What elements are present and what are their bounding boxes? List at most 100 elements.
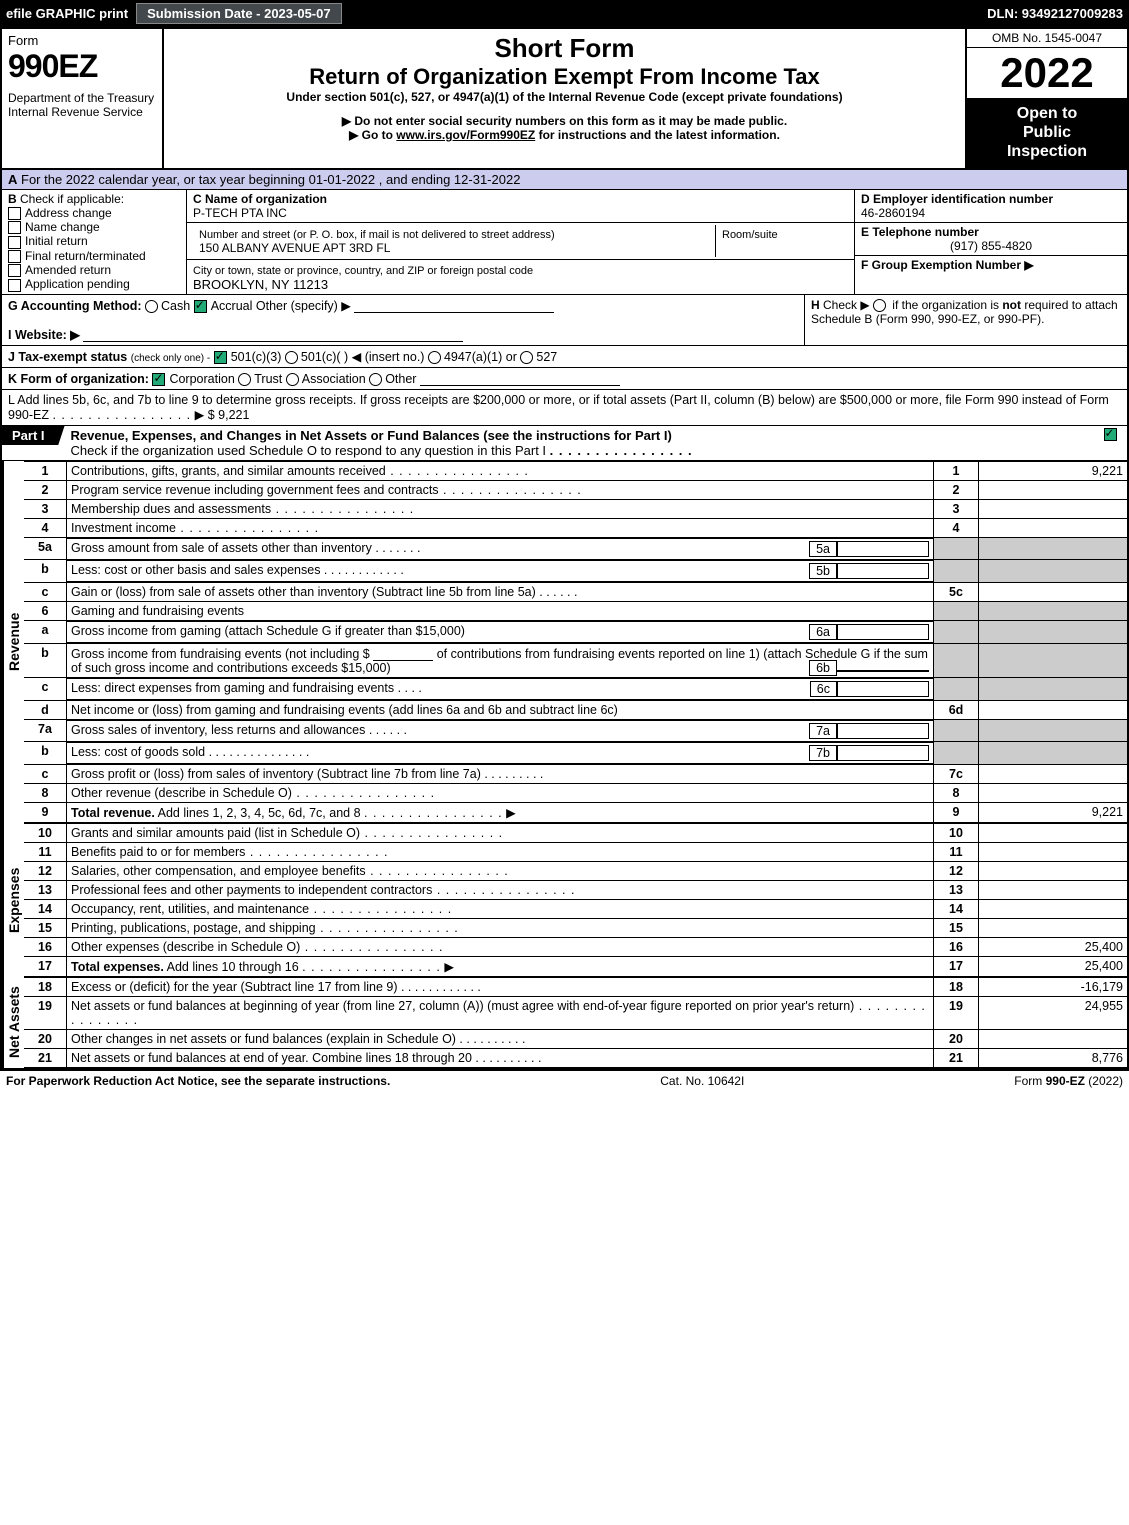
room-label: Room/suite bbox=[722, 229, 778, 241]
line-19: 19Net assets or fund balances at beginni… bbox=[24, 996, 1127, 1029]
addr-change-checkbox[interactable] bbox=[8, 207, 21, 220]
section-a: A For the 2022 calendar year, or tax yea… bbox=[2, 170, 1127, 190]
org-city: BROOKLYN, NY 11213 bbox=[193, 277, 328, 292]
501c-label: 501(c)( ) ◀ (insert no.) bbox=[301, 350, 425, 364]
expenses-side-label: Expenses bbox=[2, 823, 24, 977]
line-5c: cGain or (loss) from sale of assets othe… bbox=[24, 582, 1127, 601]
501c3-checkbox[interactable] bbox=[214, 351, 227, 364]
l-amount: ▶ $ 9,221 bbox=[195, 408, 250, 422]
h-checkbox[interactable] bbox=[873, 299, 886, 312]
line-6: 6Gaming and fundraising events bbox=[24, 601, 1127, 620]
dept-label: Department of the Treasury bbox=[8, 91, 156, 105]
submission-date-button[interactable]: Submission Date - 2023-05-07 bbox=[136, 3, 342, 24]
form-word: Form bbox=[8, 33, 156, 48]
no-ssn-note: ▶ Do not enter social security numbers o… bbox=[170, 114, 959, 128]
short-form-title: Short Form bbox=[170, 33, 959, 64]
irs-link[interactable]: www.irs.gov/Form990EZ bbox=[396, 128, 535, 142]
website-field[interactable] bbox=[83, 327, 463, 342]
org-street: 150 ALBANY AVENUE APT 3RD FL bbox=[199, 241, 390, 255]
name-change-checkbox[interactable] bbox=[8, 221, 21, 234]
line-7b: bLess: cost of goods sold . . . . . . . … bbox=[24, 742, 1127, 765]
phone-value: (917) 855-4820 bbox=[861, 239, 1121, 253]
page-footer: For Paperwork Reduction Act Notice, see … bbox=[0, 1070, 1129, 1091]
open-1: Open to bbox=[1017, 105, 1077, 122]
amended-checkbox[interactable] bbox=[8, 264, 21, 277]
line-7a: 7aGross sales of inventory, less returns… bbox=[24, 719, 1127, 742]
group-exempt-label: F Group Exemption Number ▶ bbox=[861, 258, 1034, 272]
final-return-checkbox[interactable] bbox=[8, 250, 21, 263]
section-k: K Form of organization: Corporation Trus… bbox=[2, 368, 1127, 390]
org-name: P-TECH PTA INC bbox=[193, 206, 287, 220]
501c3-label: 501(c)(3) bbox=[231, 350, 282, 364]
other-org-label: Other bbox=[385, 372, 416, 386]
part1-check-text: Check if the organization used Schedule … bbox=[71, 443, 547, 458]
line-6a: aGross income from gaming (attach Schedu… bbox=[24, 620, 1127, 643]
line-10: 10Grants and similar amounts paid (list … bbox=[24, 823, 1127, 842]
revenue-side-label: Revenue bbox=[2, 461, 24, 823]
line-5a: 5aGross amount from sale of assets other… bbox=[24, 537, 1127, 560]
form-number: 990EZ bbox=[8, 48, 156, 85]
omb-label: OMB No. 1545-0047 bbox=[967, 29, 1127, 48]
line-21: 21Net assets or fund balances at end of … bbox=[24, 1048, 1127, 1067]
b-label: Check if applicable: bbox=[20, 192, 124, 206]
assoc-label: Association bbox=[302, 372, 366, 386]
h-check-label: Check ▶ bbox=[823, 298, 870, 312]
line-2: 2Program service revenue including gover… bbox=[24, 480, 1127, 499]
assoc-radio[interactable] bbox=[286, 373, 299, 386]
501c-radio[interactable] bbox=[285, 351, 298, 364]
part1-badge: Part I bbox=[2, 426, 65, 445]
footer-right: Form 990-EZ (2022) bbox=[1014, 1074, 1123, 1088]
cash-radio[interactable] bbox=[145, 300, 158, 313]
form-container: Form 990EZ Department of the Treasury In… bbox=[0, 27, 1129, 1070]
accrual-label: Accrual bbox=[211, 299, 253, 313]
cash-label: Cash bbox=[161, 299, 190, 313]
section-a-text: For the 2022 calendar year, or tax year … bbox=[21, 172, 520, 187]
section-l: L Add lines 5b, 6c, and 7b to line 9 to … bbox=[2, 390, 1127, 426]
527-label: 527 bbox=[536, 350, 557, 364]
revenue-block: Revenue 1Contributions, gifts, grants, a… bbox=[2, 461, 1127, 823]
line-13: 13Professional fees and other payments t… bbox=[24, 880, 1127, 899]
part1-heading: Revenue, Expenses, and Changes in Net As… bbox=[71, 428, 672, 443]
return-title: Return of Organization Exempt From Incom… bbox=[170, 64, 959, 90]
other-org-field[interactable] bbox=[420, 371, 620, 386]
line-14: 14Occupancy, rent, utilities, and mainte… bbox=[24, 899, 1127, 918]
line-18: 18Excess or (deficit) for the year (Subt… bbox=[24, 977, 1127, 996]
initial-return-label: Initial return bbox=[25, 234, 88, 248]
6b-amount-field[interactable] bbox=[373, 646, 433, 661]
527-radio[interactable] bbox=[520, 351, 533, 364]
open-3: Inspection bbox=[1007, 143, 1087, 160]
trust-radio[interactable] bbox=[238, 373, 251, 386]
netassets-block: Net Assets 18Excess or (deficit) for the… bbox=[2, 977, 1127, 1068]
line-5b: bLess: cost or other basis and sales exp… bbox=[24, 560, 1127, 583]
addr-change-label: Address change bbox=[25, 206, 112, 220]
line-20: 20Other changes in net assets or fund ba… bbox=[24, 1029, 1127, 1048]
other-method-field[interactable] bbox=[354, 298, 554, 313]
line-7c: cGross profit or (loss) from sales of in… bbox=[24, 764, 1127, 783]
ein-label: D Employer identification number bbox=[861, 192, 1053, 206]
pending-checkbox[interactable] bbox=[8, 279, 21, 292]
k-label: K Form of organization: bbox=[8, 372, 149, 386]
trust-label: Trust bbox=[254, 372, 282, 386]
irs-label: Internal Revenue Service bbox=[8, 105, 156, 119]
pending-label: Application pending bbox=[25, 277, 130, 291]
other-org-radio[interactable] bbox=[369, 373, 382, 386]
g-label: G Accounting Method: bbox=[8, 299, 142, 313]
line-8: 8Other revenue (describe in Schedule O)8 bbox=[24, 783, 1127, 802]
open-2: Public bbox=[1023, 124, 1071, 141]
footer-cat: Cat. No. 10642I bbox=[660, 1074, 744, 1088]
4947-radio[interactable] bbox=[428, 351, 441, 364]
c-name-label: C Name of organization bbox=[193, 192, 327, 206]
line-11: 11Benefits paid to or for members11 bbox=[24, 842, 1127, 861]
corp-checkbox[interactable] bbox=[152, 373, 165, 386]
j-label: J Tax-exempt status bbox=[8, 350, 127, 364]
l-dots bbox=[52, 408, 191, 422]
line-12: 12Salaries, other compensation, and empl… bbox=[24, 861, 1127, 880]
efile-label: efile GRAPHIC print bbox=[6, 6, 128, 21]
initial-return-checkbox[interactable] bbox=[8, 236, 21, 249]
part1-schedule-o-checkbox[interactable] bbox=[1104, 428, 1117, 441]
footer-left: For Paperwork Reduction Act Notice, see … bbox=[6, 1074, 390, 1088]
corp-label: Corporation bbox=[169, 372, 234, 386]
line-15: 15Printing, publications, postage, and s… bbox=[24, 918, 1127, 937]
amended-label: Amended return bbox=[25, 263, 111, 277]
accrual-checkbox[interactable] bbox=[194, 300, 207, 313]
